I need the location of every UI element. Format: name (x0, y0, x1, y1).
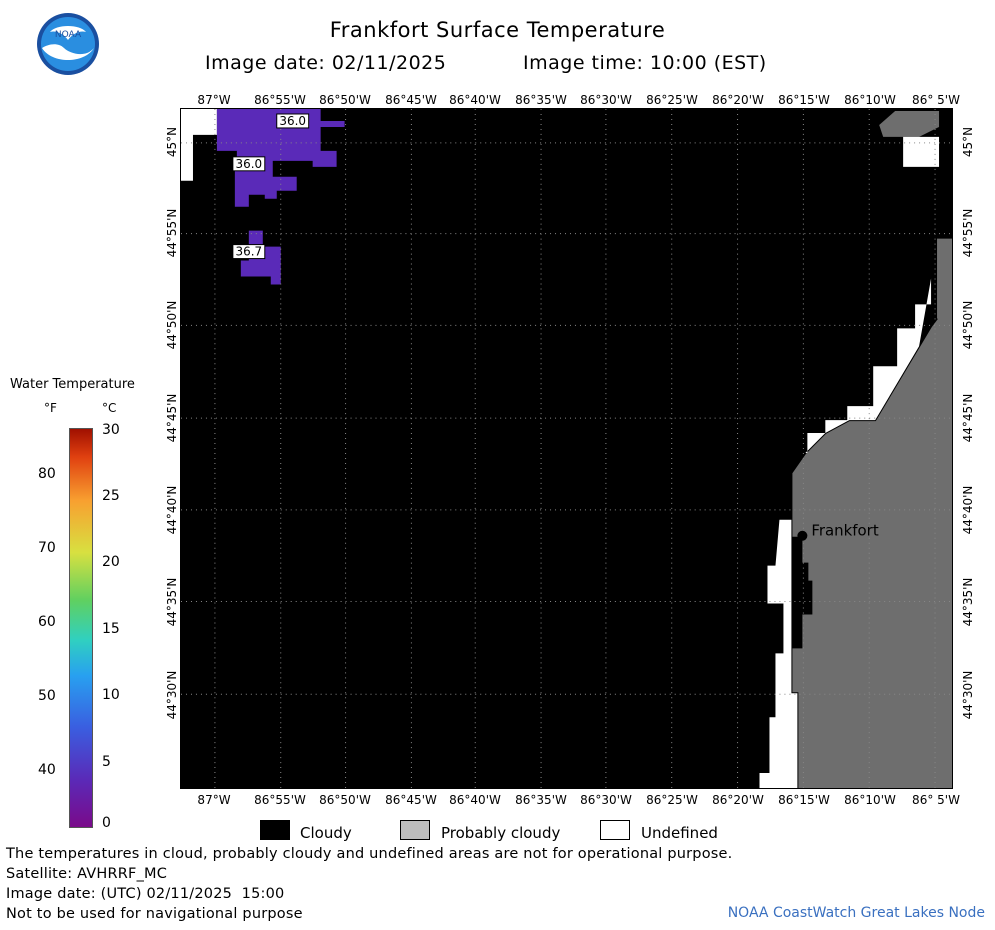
lat-label: 44°35'N (961, 577, 975, 627)
lon-label: 87°W (197, 93, 231, 107)
c-tick: 30 (102, 422, 120, 438)
lon-label: 86°55'W (254, 793, 306, 807)
unit-celsius: °C (102, 401, 117, 415)
lon-label: 86°15'W (778, 793, 830, 807)
image-time: Image time: 10:00 (EST) (523, 52, 767, 74)
lon-label: 86°10'W (844, 793, 896, 807)
undefined-area (759, 519, 798, 788)
f-tick: 60 (38, 614, 56, 630)
unit-fahrenheit: °F (44, 401, 57, 415)
location-marker (797, 530, 808, 541)
key-probably-cloudy-label: Probably cloudy (441, 824, 561, 842)
undefined-area (903, 136, 940, 167)
noaa-logo: NOAA (37, 13, 99, 75)
key-undefined-swatch (600, 820, 630, 840)
f-tick: 50 (38, 688, 56, 704)
temp-label: 36.7 (236, 245, 263, 259)
lon-label: 86°25'W (646, 93, 698, 107)
water-temperature-area (216, 109, 345, 207)
lon-label: 86°15'W (778, 93, 830, 107)
lat-label: 44°30'N (961, 670, 975, 720)
c-tick: 25 (102, 488, 120, 504)
f-tick: 70 (38, 540, 56, 556)
lon-label: 86°30'W (580, 93, 632, 107)
temp-label: 36.0 (236, 157, 263, 171)
lat-label: 44°50'N (165, 300, 179, 350)
utc-date: Image date: (UTC) 02/11/2025 15:00 (6, 886, 285, 902)
lat-label: 44°55'N (961, 208, 975, 258)
lon-label: 86°50'W (319, 93, 371, 107)
f-tick: 40 (38, 762, 56, 778)
key-undefined-label: Undefined (641, 824, 718, 842)
nav-warning: Not to be used for navigational purpose (6, 906, 303, 922)
lon-label: 86°40'W (449, 93, 501, 107)
color-scale-bar (69, 428, 93, 828)
lat-label: 44°45'N (165, 393, 179, 443)
temp-label: 36.0 (279, 114, 306, 128)
c-tick: 5 (102, 754, 111, 770)
c-tick: 0 (102, 815, 111, 831)
lat-label: 45°N (961, 126, 975, 158)
lat-label: 44°35'N (165, 577, 179, 627)
legend-title: Water Temperature (10, 377, 135, 392)
undefined-area (805, 278, 932, 453)
lat-label: 44°55'N (165, 208, 179, 258)
lat-label: 44°40'N (961, 485, 975, 535)
temperature-map: 36.0 36.0 36.7 Frankfort (180, 108, 953, 789)
lon-label: 86°55'W (254, 93, 306, 107)
key-probably-cloudy-swatch (400, 820, 430, 840)
lon-label: 86°40'W (449, 793, 501, 807)
svg-text:NOAA: NOAA (55, 30, 82, 40)
temp-label-box: 36.0 (232, 156, 266, 172)
key-cloudy-swatch (260, 820, 290, 840)
temp-label-box: 36.0 (276, 113, 310, 129)
c-tick: 10 (102, 687, 120, 703)
lon-label: 86°45'W (385, 793, 437, 807)
lon-label: 86°35'W (515, 93, 567, 107)
lon-label: 86° 5'W (912, 93, 960, 107)
lon-label: 87°W (197, 793, 231, 807)
land-area (879, 110, 940, 137)
c-tick: 15 (102, 621, 120, 637)
temp-label-box: 36.7 (232, 244, 266, 260)
page-title: Frankfort Surface Temperature (329, 18, 666, 42)
credit: NOAA CoastWatch Great Lakes Node (727, 905, 985, 921)
lon-label: 86°50'W (319, 793, 371, 807)
lon-label: 86°35'W (515, 793, 567, 807)
lon-label: 86°45'W (385, 93, 437, 107)
lat-label: 45°N (165, 126, 179, 158)
disclaimer: The temperatures in cloud, probably clou… (6, 846, 733, 862)
c-tick: 20 (102, 554, 120, 570)
lon-label: 86°30'W (580, 793, 632, 807)
land-area (791, 238, 952, 788)
lat-label: 44°40'N (165, 485, 179, 535)
graticule (181, 109, 952, 788)
f-tick: 80 (38, 466, 56, 482)
location-label: Frankfort (811, 522, 878, 540)
lat-label: 44°45'N (961, 393, 975, 443)
lat-label: 44°50'N (961, 300, 975, 350)
satellite: Satellite: AVHRRF_MC (6, 866, 168, 882)
lon-label: 86° 5'W (912, 793, 960, 807)
lon-label: 86°25'W (646, 793, 698, 807)
key-cloudy-label: Cloudy (300, 824, 352, 842)
lat-label: 44°30'N (165, 670, 179, 720)
lon-label: 86°20'W (712, 93, 764, 107)
undefined-area (181, 109, 217, 181)
image-date: Image date: 02/11/2025 (205, 52, 447, 74)
lon-label: 86°10'W (844, 93, 896, 107)
lon-label: 86°20'W (712, 793, 764, 807)
